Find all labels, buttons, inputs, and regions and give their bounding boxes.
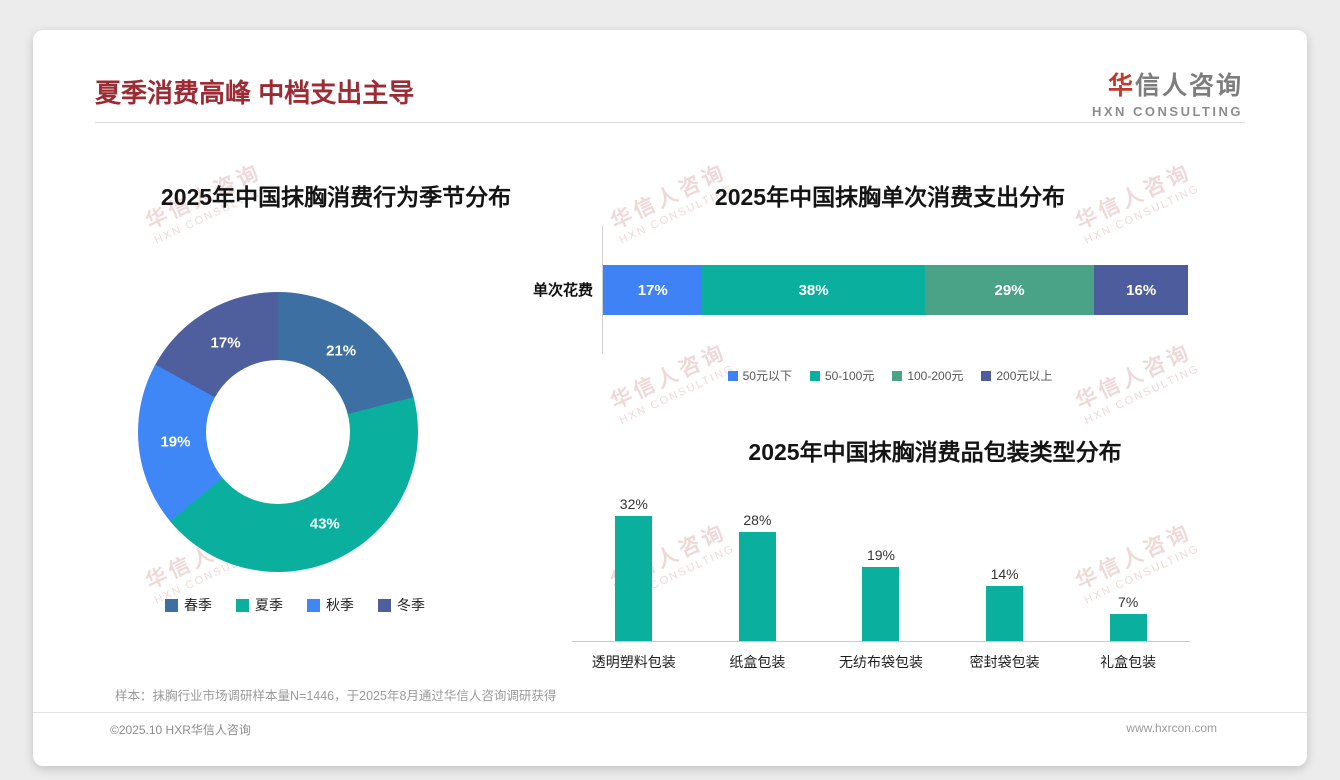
footer-copyright: ©2025.10 HXR华信人咨询 (110, 723, 251, 737)
legend-label: 50-100元 (824, 369, 875, 383)
sample-footnote: 样本：抹胸行业市场调研样本量N=1446，于2025年8月通过华信人咨询调研获得 (115, 689, 557, 703)
legend-swatch (981, 370, 992, 381)
stacked-bar: 17% 38% 29% 16% (603, 265, 1188, 315)
bar-category-label: 礼盒包装 (1100, 654, 1157, 670)
stacked-chart-title: 2025年中国抹胸单次消费支出分布 (714, 184, 1066, 210)
legend-label: 100-200元 (907, 369, 964, 383)
legend-swatch (165, 598, 178, 612)
legend-label: 冬季 (397, 597, 425, 613)
bar-column: 28% (696, 512, 820, 641)
stacked-segment: 17% (603, 265, 703, 315)
logo-cn-rest: 信人咨询 (1134, 72, 1243, 100)
bar-value-label: 14% (990, 566, 1019, 583)
bar (615, 516, 653, 641)
bar-category-label: 纸盒包装 (729, 654, 786, 670)
legend-swatch (809, 370, 820, 381)
bar (986, 586, 1024, 641)
legend-label: 春季 (184, 597, 212, 613)
legend-label: 50元以下 (742, 369, 792, 383)
bar-value-label: 19% (866, 546, 895, 563)
bar-category-label: 透明塑料包装 (591, 654, 676, 670)
stacked-y-axis (602, 226, 603, 354)
stacked-segment: 16% (1094, 265, 1188, 315)
footer-divider (33, 712, 1307, 713)
legend-item: 秋季 (307, 595, 354, 615)
page-title: 夏季消费高峰 中档支出主导 (95, 78, 415, 108)
stacked-category-label: 单次花费 (532, 282, 593, 299)
donut-data-label: 43% (309, 515, 340, 533)
bar-value-label: 28% (743, 511, 772, 528)
legend-item: 100-200元 (892, 367, 963, 384)
legend-item: 200元以上 (981, 367, 1052, 384)
donut-data-label: 19% (160, 433, 191, 451)
bar-chart-title: 2025年中国抹胸消费品包装类型分布 (748, 439, 1122, 465)
stacked-segment: 29% (924, 265, 1095, 315)
stacked-segment: 38% (702, 265, 925, 315)
donut-hole (206, 360, 350, 504)
report-card: 华信人咨询 HXN CONSULTING 华信人咨询 HXN CONSULTING 华信… (33, 30, 1307, 766)
legend-item: 50元以下 (727, 367, 792, 384)
legend-swatch (307, 598, 320, 612)
pie-legend: 春季 夏季 秋季 冬季 (65, 595, 525, 615)
legend-swatch (378, 598, 391, 612)
company-logo: 华信人咨询 HXN CONSULTING (1092, 66, 1243, 119)
bar-category-label: 密封袋包装 (969, 654, 1040, 670)
stacked-legend: 50元以下 50-100元 100-200元 200元以上 (503, 367, 1277, 384)
legend-item: 50-100元 (809, 367, 875, 384)
bar-column: 7% (1066, 594, 1190, 641)
bar-value-label: 32% (619, 496, 648, 513)
bar-category-label: 无纺布袋包装 (838, 654, 923, 670)
legend-item: 春季 (165, 595, 212, 615)
logo-cn-text: 华信人咨询 (1092, 66, 1243, 102)
donut-data-label: 21% (326, 342, 357, 360)
logo-cn-first: 华 (1107, 72, 1135, 100)
bar-column: 32% (572, 496, 696, 641)
legend-swatch (727, 370, 738, 381)
bar (862, 566, 900, 641)
legend-swatch (892, 370, 903, 381)
footer-website: www.hxrcon.com (1126, 721, 1217, 735)
legend-label: 夏季 (255, 597, 283, 613)
bar-plot: 32% 28% 19% 14% 7% (572, 482, 1190, 642)
legend-item: 夏季 (236, 595, 283, 615)
legend-item: 冬季 (378, 595, 425, 615)
donut-data-label: 17% (210, 334, 241, 352)
header-divider (95, 122, 1245, 123)
bar (1109, 613, 1147, 641)
bar-column: 19% (819, 547, 943, 641)
season-donut-chart: 21% 43% 19% 17% (138, 292, 418, 572)
bar-value-label: 7% (1118, 593, 1139, 610)
logo-en-text: HXN CONSULTING (1091, 104, 1243, 119)
legend-label: 秋季 (326, 597, 354, 613)
legend-label: 200元以上 (996, 369, 1053, 383)
packaging-bar-chart: 32% 28% 19% 14% 7% 透明塑料包装 纸盒包装 无纺布袋包装 密封袋包装 礼盒包装 (572, 482, 1190, 672)
bar (738, 531, 776, 641)
bar-column: 14% (943, 566, 1067, 641)
bar-cats: 透明塑料包装 纸盒包装 无纺布袋包装 密封袋包装 礼盒包装 (572, 642, 1190, 672)
legend-swatch (236, 598, 249, 612)
donut-label-layer: 21% 43% 19% 17% (138, 292, 418, 572)
donut-chart-title: 2025年中国抹胸消费行为季节分布 (160, 184, 512, 210)
